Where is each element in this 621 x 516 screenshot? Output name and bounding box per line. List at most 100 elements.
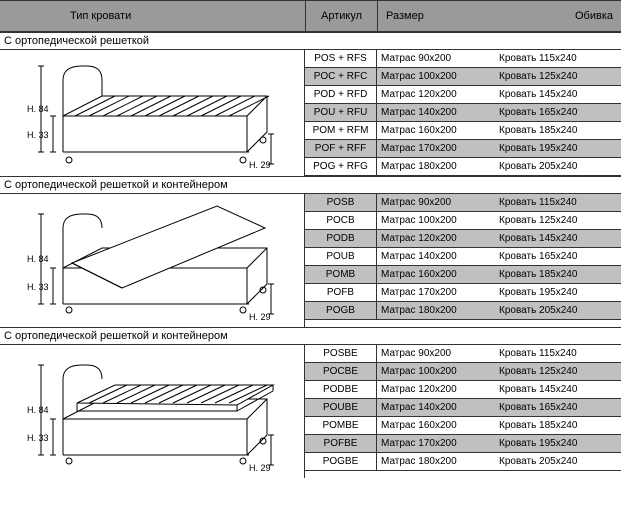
table-row: POMBE Матрас 160x200 Кровать 185x240	[305, 417, 621, 435]
cell-article: POSBE	[305, 345, 377, 362]
table-row: POGBE Матрас 180x200 Кровать 205x240	[305, 453, 621, 471]
section-row: H. 84 H. 33 H. 29 POSBE Матрас 90x200 Кр…	[0, 345, 621, 478]
cell-bed: Кровать 185x240	[495, 420, 621, 431]
cell-mattress: Матрас 170x200	[377, 287, 495, 298]
rows-cell: POSBE Матрас 90x200 Кровать 115x240 POCB…	[305, 345, 621, 478]
section-title: С ортопедической решеткой и контейнером	[0, 327, 621, 345]
cell-mattress: Матрас 100x200	[377, 366, 495, 377]
svg-text:H. 29: H. 29	[249, 463, 271, 473]
cell-bed: Кровать 165x240	[495, 107, 621, 118]
bed-open-icon: H. 84 H. 33 H. 29	[0, 194, 305, 327]
cell-bed: Кровать 195x240	[495, 287, 621, 298]
cell-article: POC + RFC	[305, 68, 377, 85]
table-row: POSBE Матрас 90x200 Кровать 115x240	[305, 345, 621, 363]
cell-bed: Кровать 115x240	[495, 197, 621, 208]
rows-cell: POSB Матрас 90x200 Кровать 115x240 POCB …	[305, 194, 621, 327]
cell-bed: Кровать 185x240	[495, 269, 621, 280]
svg-text:H. 33: H. 33	[27, 282, 49, 292]
cell-bed: Кровать 115x240	[495, 53, 621, 64]
cell-article: POF + RFF	[305, 140, 377, 157]
cell-mattress: Матрас 100x200	[377, 215, 495, 226]
table-row: PODB Матрас 120x200 Кровать 145x240	[305, 230, 621, 248]
table-row: POCBE Матрас 100x200 Кровать 125x240	[305, 363, 621, 381]
cell-article: POUBE	[305, 399, 377, 416]
table-row: POFB Матрас 170x200 Кровать 195x240	[305, 284, 621, 302]
cell-mattress: Матрас 180x200	[377, 456, 495, 467]
cell-mattress: Матрас 160x200	[377, 420, 495, 431]
header-size: Размер	[377, 1, 432, 31]
cell-mattress: Матрас 160x200	[377, 125, 495, 136]
cell-bed: Кровать 165x240	[495, 251, 621, 262]
cell-bed: Кровать 205x240	[495, 305, 621, 316]
cell-article: PODBE	[305, 381, 377, 398]
cell-article: POU + RFU	[305, 104, 377, 121]
cell-bed: Кровать 145x240	[495, 384, 621, 395]
cell-mattress: Матрас 90x200	[377, 53, 495, 64]
cell-bed: Кровать 185x240	[495, 125, 621, 136]
cell-article: POM + RFM	[305, 122, 377, 139]
cell-mattress: Матрас 90x200	[377, 197, 495, 208]
bed-slats-icon: H. 84 H. 33 H. 29	[0, 345, 305, 478]
table-row: POCB Матрас 100x200 Кровать 125x240	[305, 212, 621, 230]
cell-article: POSB	[305, 194, 377, 211]
cell-article: POCB	[305, 212, 377, 229]
table-row: POU + RFU Матрас 140x200 Кровать 165x240	[305, 104, 621, 122]
section-title: С ортопедической решеткой	[0, 32, 621, 50]
svg-text:H. 33: H. 33	[27, 433, 49, 443]
cell-mattress: Матрас 120x200	[377, 384, 495, 395]
svg-text:H. 84: H. 84	[27, 254, 49, 264]
cell-article: POFBE	[305, 435, 377, 452]
cell-mattress: Матрас 90x200	[377, 348, 495, 359]
table-header: Тип кровати Артикул Размер Обивка	[0, 0, 621, 32]
cell-mattress: Матрас 170x200	[377, 143, 495, 154]
cell-bed: Кровать 125x240	[495, 215, 621, 226]
cell-mattress: Матрас 120x200	[377, 89, 495, 100]
cell-article: PODB	[305, 230, 377, 247]
table-row: POM + RFM Матрас 160x200 Кровать 185x240	[305, 122, 621, 140]
table-row: POGB Матрас 180x200 Кровать 205x240	[305, 302, 621, 320]
cell-bed: Кровать 115x240	[495, 348, 621, 359]
cell-bed: Кровать 125x240	[495, 366, 621, 377]
cell-article: POGBE	[305, 453, 377, 470]
cell-article: POFB	[305, 284, 377, 301]
cell-mattress: Матрас 180x200	[377, 161, 495, 172]
svg-text:H. 29: H. 29	[249, 160, 271, 170]
table-row: POS + RFS Матрас 90x200 Кровать 115x240	[305, 50, 621, 68]
cell-mattress: Матрас 170x200	[377, 438, 495, 449]
header-type: Тип кровати	[0, 10, 305, 22]
cell-article: POGB	[305, 302, 377, 319]
cell-mattress: Матрас 120x200	[377, 233, 495, 244]
svg-text:H. 84: H. 84	[27, 405, 49, 415]
cell-bed: Кровать 145x240	[495, 233, 621, 244]
header-article: Артикул	[305, 1, 377, 31]
section-row: H. 84 H. 33 H. 29 POSB Матрас 90x200 Кро…	[0, 194, 621, 327]
section-title: С ортопедической решеткой и контейнером	[0, 176, 621, 194]
cell-article: POMBE	[305, 417, 377, 434]
cell-bed: Кровать 195x240	[495, 438, 621, 449]
table-row: POG + RFG Матрас 180x200 Кровать 205x240	[305, 158, 621, 176]
cell-bed: Кровать 165x240	[495, 402, 621, 413]
cell-mattress: Матрас 140x200	[377, 251, 495, 262]
cell-bed: Кровать 145x240	[495, 89, 621, 100]
rows-cell: POS + RFS Матрас 90x200 Кровать 115x240 …	[305, 50, 621, 176]
cell-bed: Кровать 125x240	[495, 71, 621, 82]
svg-text:H. 33: H. 33	[27, 130, 49, 140]
table-row: POUB Матрас 140x200 Кровать 165x240	[305, 248, 621, 266]
cell-article: POD + RFD	[305, 86, 377, 103]
cell-bed: Кровать 195x240	[495, 143, 621, 154]
table-row: POMB Матрас 160x200 Кровать 185x240	[305, 266, 621, 284]
cell-article: POCBE	[305, 363, 377, 380]
cell-mattress: Матрас 100x200	[377, 71, 495, 82]
table-row: POF + RFF Матрас 170x200 Кровать 195x240	[305, 140, 621, 158]
svg-text:H. 29: H. 29	[249, 312, 271, 322]
svg-text:H. 84: H. 84	[27, 104, 49, 114]
cell-article: POS + RFS	[305, 50, 377, 67]
section-row: H. 84 H. 33 H. 29 POS + RFS Матрас 90x20…	[0, 50, 621, 176]
cell-article: POUB	[305, 248, 377, 265]
table-row: POFBE Матрас 170x200 Кровать 195x240	[305, 435, 621, 453]
cell-mattress: Матрас 140x200	[377, 402, 495, 413]
table-row: POC + RFC Матрас 100x200 Кровать 125x240	[305, 68, 621, 86]
cell-bed: Кровать 205x240	[495, 161, 621, 172]
cell-bed: Кровать 205x240	[495, 456, 621, 467]
bed-flat-icon: H. 84 H. 33 H. 29	[0, 50, 305, 176]
